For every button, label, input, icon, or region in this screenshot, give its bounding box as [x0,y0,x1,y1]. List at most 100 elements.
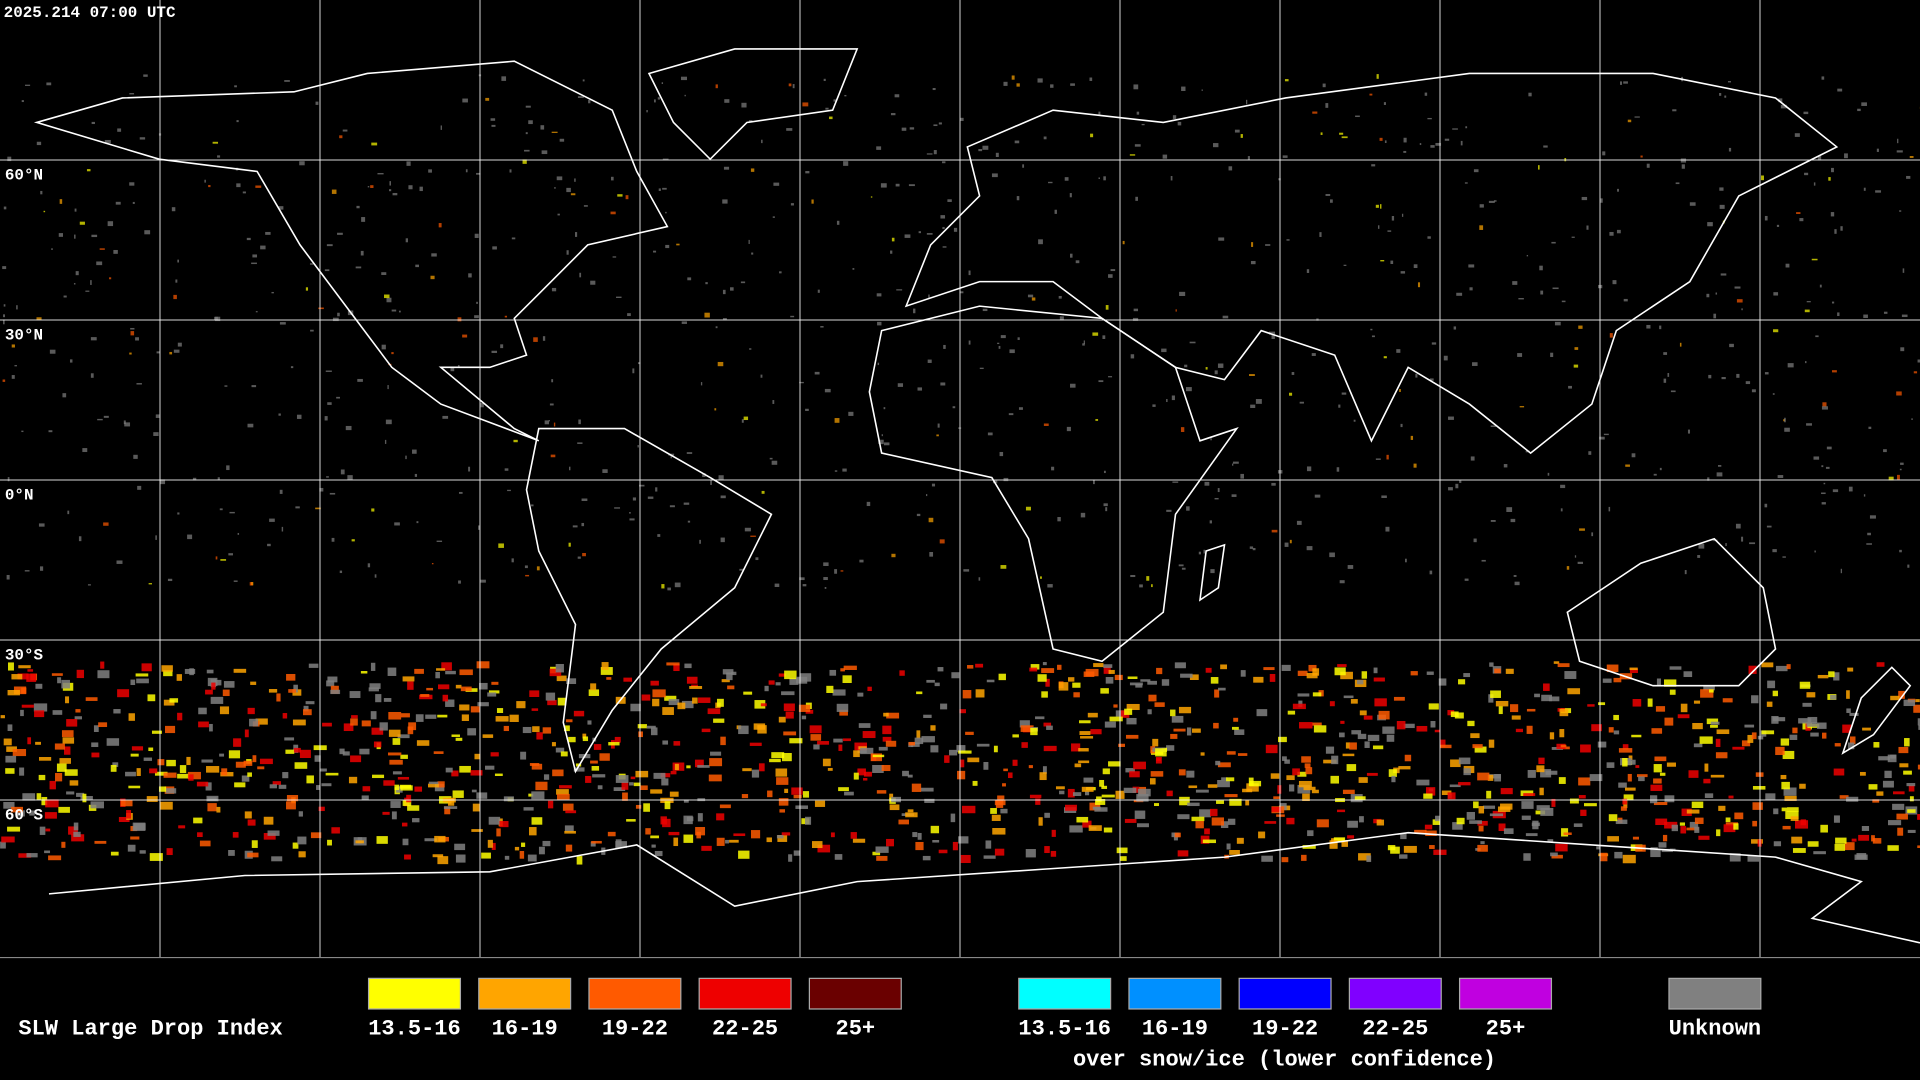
cloud-pixel [232,832,239,838]
cloud-pixel [1761,662,1774,668]
cloud-pixel [471,789,477,793]
cloud-pixel [930,745,939,753]
cloud-pixel [568,542,571,547]
cloud-pixel [577,556,581,559]
cloud-pixel [889,804,900,811]
cloud-pixel [1655,706,1666,712]
cloud-pixel [1646,324,1651,329]
cloud-pixel [1098,380,1104,383]
cloud-pixel [327,676,338,683]
cloud-pixel [199,840,211,847]
cloud-pixel [1863,187,1866,191]
cloud-pixel [419,186,423,192]
cloud-pixel [817,844,831,853]
cloud-pixel [523,807,534,811]
cloud-pixel [355,266,362,269]
cloud-pixel [1713,313,1717,319]
cloud-pixel [647,496,654,499]
cloud-pixel [1862,727,1871,731]
cloud-pixel [1587,704,1595,707]
cloud-pixel [1038,239,1043,245]
cloud-pixel [683,815,693,825]
cloud-pixel [951,672,960,679]
cloud-pixel [233,580,238,582]
cloud-pixel [189,668,194,676]
cloud-pixel [509,169,512,173]
cloud-pixel [1550,852,1558,857]
cloud-pixel [235,761,246,768]
cloud-pixel [1249,374,1255,376]
cloud-pixel [1613,730,1620,735]
cloud-pixel [843,665,857,670]
cloud-pixel [20,709,24,717]
cloud-pixel [761,139,763,144]
cloud-pixel [1379,137,1383,141]
cloud-pixel [1494,668,1501,674]
cloud-pixel [1214,370,1218,375]
cloud-pixel [1847,742,1855,750]
cloud-pixel [260,245,266,250]
cloud-pixel [1012,734,1019,738]
cloud-pixel [1289,539,1292,544]
cloud-pixel [160,479,166,485]
cloud-pixel [1787,807,1799,812]
cloud-pixel [1403,137,1407,143]
cloud-pixel [1349,742,1357,750]
cloud-pixel [1316,819,1329,828]
cloud-pixel [1220,664,1228,670]
cloud-pixel [1778,98,1783,103]
cloud-pixel [876,855,888,861]
cloud-pixel [1622,744,1629,750]
cloud-pixel [1263,667,1275,671]
cloud-pixel [1498,706,1503,715]
cloud-pixel [1043,722,1052,727]
cloud-pixel [838,744,843,751]
cloud-pixel [24,570,30,572]
cloud-pixel [1359,710,1367,716]
latitude-label: 30°S [5,647,44,665]
cloud-pixel [585,775,592,783]
cloud-pixel [1177,850,1189,857]
cloud-pixel [292,689,302,696]
cloud-pixel [1688,770,1699,778]
cloud-pixel [802,791,810,798]
cloud-pixel [420,694,430,697]
cloud-pixel [1469,287,1473,291]
cloud-pixel [1265,244,1271,246]
cloud-pixel [538,846,545,855]
cloud-pixel [1312,722,1322,726]
cloud-pixel [389,189,392,192]
cloud-pixel [704,312,710,318]
cloud-pixel [1840,226,1843,231]
cloud-pixel [982,145,989,150]
cloud-pixel [474,315,479,319]
cloud-pixel [674,763,679,771]
cloud-pixel [1399,854,1408,859]
cloud-pixel [130,753,139,757]
cloud-pixel [1459,480,1462,483]
cloud-pixel [216,806,221,813]
cloud-pixel [66,791,75,795]
cloud-pixel [972,780,978,786]
cloud-pixel [7,689,20,696]
cloud-pixel [499,821,509,828]
cloud-pixel [824,586,827,589]
cloud-pixel [1878,756,1890,761]
cloud-pixel [926,233,933,235]
cloud-pixel [367,186,370,188]
cloud-pixel [434,835,446,843]
cloud-pixel [1199,809,1211,818]
cloud-pixel [1297,693,1310,697]
cloud-pixel [1679,822,1686,826]
cloud-pixel [629,782,634,786]
cloud-pixel [457,317,462,322]
cloud-pixel [1857,108,1861,112]
cloud-pixel [371,508,375,512]
cloud-pixel [721,679,730,683]
cloud-pixel [1429,378,1434,381]
cloud-pixel [1448,487,1453,491]
cloud-pixel [749,348,752,350]
cloud-pixel [1204,481,1210,486]
cloud-pixel [1589,774,1603,782]
cloud-pixel [1790,816,1799,821]
